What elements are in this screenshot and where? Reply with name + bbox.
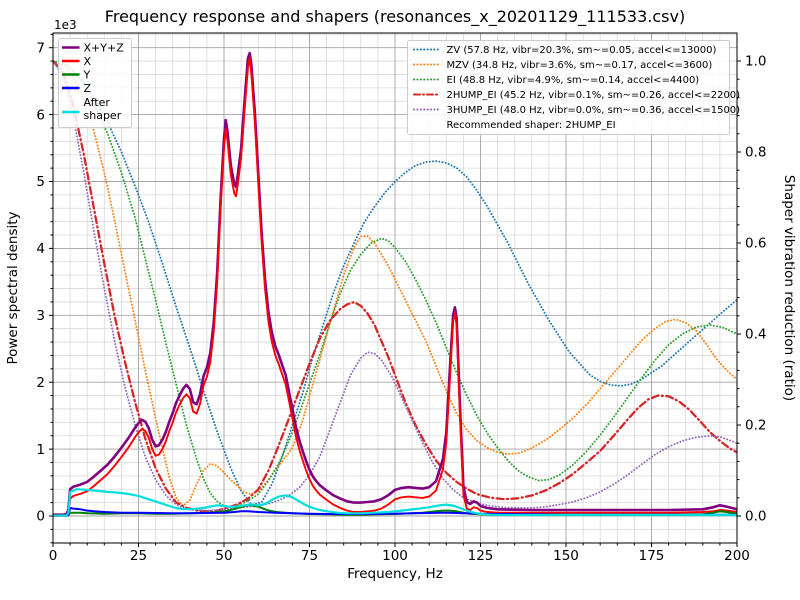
legend-item-x-y-z: X+Y+Z <box>62 42 124 55</box>
y-right-tick-label: 0.4 <box>745 327 766 343</box>
legend-item-3hump-ei: 3HUMP_EI (48.0 Hz, vibr=0.0%, sm~=0.36, … <box>412 105 741 116</box>
y-right-axis-label: Shaper vibration reduction (ratio) <box>781 175 797 401</box>
x-tick-label: 175 <box>639 548 665 564</box>
legend-item-zv: ZV (57.8 Hz, vibr=20.3%, sm~=0.05, accel… <box>412 45 717 56</box>
recommended-shaper-label: Recommended shaper: 2HUMP_EI <box>447 120 616 131</box>
x-tick-label: 0 <box>49 548 58 564</box>
curve-3hump-ei <box>53 60 737 512</box>
legend-item-label: X <box>84 55 92 68</box>
legend-item-label: 2HUMP_EI (45.2 Hz, vibr=0.1%, sm~=0.26, … <box>447 90 741 101</box>
x-tick-label: 125 <box>468 548 494 564</box>
legend-item-label: MZV (34.8 Hz, vibr=3.6%, sm~=0.17, accel… <box>447 60 713 71</box>
y-left-tick-label: 1 <box>36 442 45 458</box>
legend-item-2hump-ei: 2HUMP_EI (45.2 Hz, vibr=0.1%, sm~=0.26, … <box>412 90 741 101</box>
legend-item-x: X <box>62 55 92 68</box>
legend-item-y: Y <box>62 69 91 82</box>
y-left-tick-label: 0 <box>36 509 45 525</box>
legend-item-z: Z <box>62 82 92 95</box>
chart-title: Frequency response and shapers (resonanc… <box>105 7 685 27</box>
legend-shapers: ZV (57.8 Hz, vibr=20.3%, sm~=0.05, accel… <box>407 40 741 135</box>
y-right-tick-label: 0.0 <box>745 509 766 525</box>
x-tick-label: 200 <box>724 548 750 564</box>
legend-item-label: Z <box>84 82 92 95</box>
legend-item-label: Y <box>83 69 91 82</box>
shaper-ratio-curves <box>53 59 737 513</box>
legend-item-mzv: MZV (34.8 Hz, vibr=3.6%, sm~=0.17, accel… <box>412 60 713 71</box>
y-left-tick-label: 6 <box>36 107 45 123</box>
legend-item-label: After <box>84 96 111 109</box>
y-left-offset-label: 1e3 <box>54 18 77 32</box>
y-left-tick-label: 7 <box>36 40 45 56</box>
x-tick-label: 25 <box>130 548 147 564</box>
x-tick-label: 100 <box>382 548 408 564</box>
y-left-axis-label: Power spectral density <box>5 211 21 364</box>
y-left-tick-label: 2 <box>36 375 45 391</box>
curve-ei <box>53 60 737 508</box>
curve-x <box>53 56 737 517</box>
tick-labels: 0 25 50 75 100 125 150 175 200 0 1 2 3 4 5 6 7 0.0 0.2 0.4 0… <box>36 40 766 564</box>
curve-2hump-ei <box>53 59 737 513</box>
legend-recommended-row: Recommended shaper: 2HUMP_EI <box>447 120 616 131</box>
y-right-tick-label: 1.0 <box>745 54 766 70</box>
legend-item-label: X+Y+Z <box>84 42 125 55</box>
legend-item-label: 3HUMP_EI (48.0 Hz, vibr=0.0%, sm~=0.36, … <box>447 105 741 116</box>
legend-shapers-box <box>407 40 730 135</box>
legend-item-label: EI (48.8 Hz, vibr=4.9%, sm~=0.14, accel<… <box>447 75 700 86</box>
y-right-tick-label: 0.8 <box>745 145 766 161</box>
axis-ticks <box>49 33 741 547</box>
y-left-tick-label: 5 <box>36 174 45 190</box>
y-left-tick-label: 4 <box>36 241 45 257</box>
curve-zv <box>53 60 737 506</box>
psd-curves <box>53 51 737 517</box>
curve-after-shaper <box>53 488 737 517</box>
x-tick-label: 75 <box>301 548 318 564</box>
x-tick-label: 150 <box>553 548 579 564</box>
x-axis-label: Frequency, Hz <box>347 566 443 582</box>
y-right-tick-label: 0.2 <box>745 418 766 434</box>
legend-item-ei: EI (48.8 Hz, vibr=4.9%, sm~=0.14, accel<… <box>412 75 700 86</box>
legend-item-label: shaper <box>84 109 122 122</box>
curve-mzv <box>53 60 737 507</box>
legend-item-label: ZV (57.8 Hz, vibr=20.3%, sm~=0.05, accel… <box>447 45 717 56</box>
y-left-tick-label: 3 <box>36 308 45 324</box>
y-right-tick-label: 0.6 <box>745 236 766 252</box>
x-tick-label: 50 <box>215 548 232 564</box>
